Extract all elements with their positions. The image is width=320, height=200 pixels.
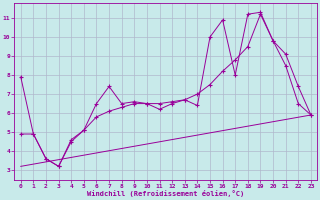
X-axis label: Windchill (Refroidissement éolien,°C): Windchill (Refroidissement éolien,°C) [87,190,244,197]
